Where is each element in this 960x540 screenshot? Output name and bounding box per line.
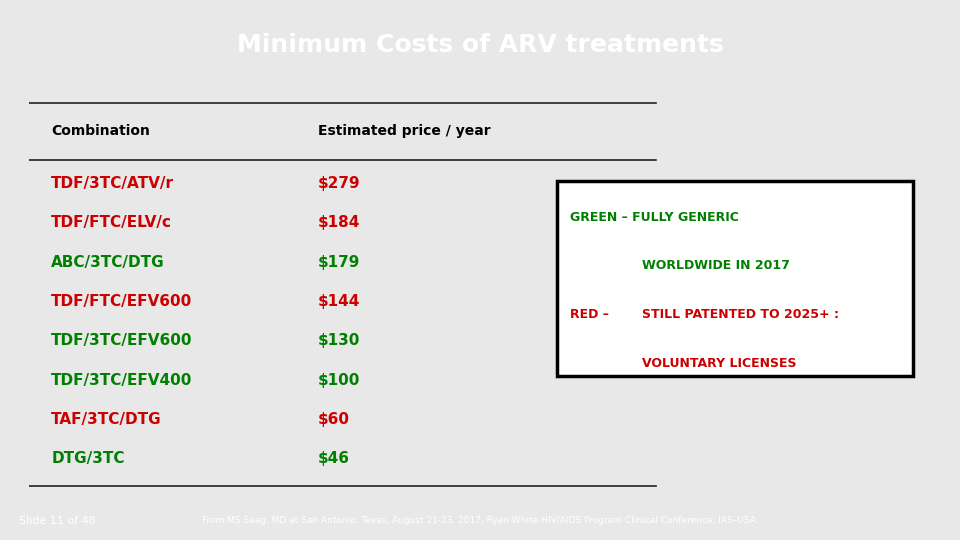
Text: Combination: Combination — [52, 124, 150, 138]
Text: $179: $179 — [318, 254, 360, 269]
Text: $100: $100 — [318, 373, 360, 388]
Text: TDF/FTC/EFV600: TDF/FTC/EFV600 — [52, 294, 193, 309]
Bar — [557, 181, 913, 376]
Text: TDF/3TC/ATV/r: TDF/3TC/ATV/r — [52, 176, 175, 191]
Text: $184: $184 — [318, 215, 360, 230]
Text: TDF/3TC/EFV600: TDF/3TC/EFV600 — [52, 333, 193, 348]
Text: TDF/FTC/ELV/c: TDF/FTC/ELV/c — [52, 215, 173, 230]
Text: DTG/3TC: DTG/3TC — [52, 451, 125, 466]
Text: TDF/3TC/EFV400: TDF/3TC/EFV400 — [52, 373, 193, 388]
Text: Estimated price / year: Estimated price / year — [318, 124, 491, 138]
Text: From MS Saag, MD at San Antonio, Texas, August 21-23, 2017, Ryan White HIV/AIDS : From MS Saag, MD at San Antonio, Texas, … — [202, 516, 758, 525]
Text: ABC/3TC/DTG: ABC/3TC/DTG — [52, 254, 165, 269]
Text: $60: $60 — [318, 412, 349, 427]
Text: $144: $144 — [318, 294, 360, 309]
Text: Slide 11 of 48: Slide 11 of 48 — [19, 516, 96, 525]
Text: $130: $130 — [318, 333, 360, 348]
Text: RED –: RED – — [570, 308, 609, 321]
Text: $279: $279 — [318, 176, 360, 191]
Text: GREEN – FULLY GENERIC: GREEN – FULLY GENERIC — [570, 211, 739, 224]
Text: VOLUNTARY LICENSES: VOLUNTARY LICENSES — [642, 356, 797, 369]
Text: TAF/3TC/DTG: TAF/3TC/DTG — [52, 412, 162, 427]
Text: $46: $46 — [318, 451, 349, 466]
Text: STILL PATENTED TO 2025+ :: STILL PATENTED TO 2025+ : — [642, 308, 839, 321]
Text: Minimum Costs of ARV treatments: Minimum Costs of ARV treatments — [236, 32, 724, 57]
Text: WORLDWIDE IN 2017: WORLDWIDE IN 2017 — [642, 259, 790, 272]
